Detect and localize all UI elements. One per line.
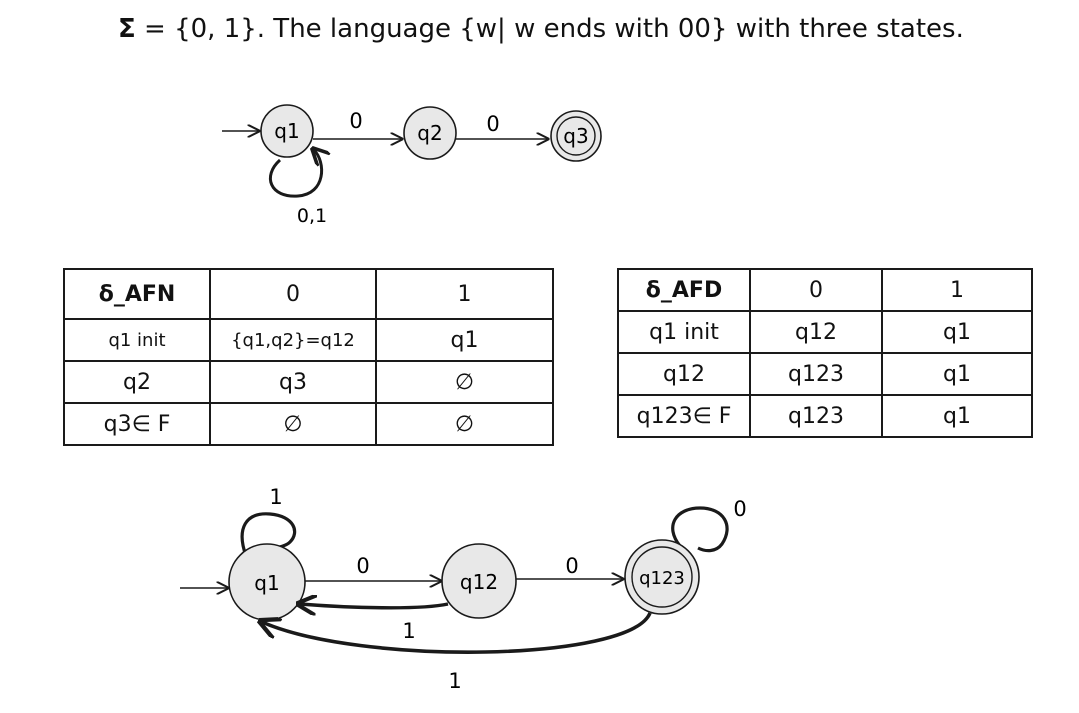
dfa-edge-q1-q12-label: 0 xyxy=(356,554,369,578)
nfa-state-q2-label: q2 xyxy=(417,121,442,145)
nfa-state-q3-accepting: q3 xyxy=(550,110,602,162)
nfa-edge-q2-q3-label: 0 xyxy=(486,112,499,136)
afn-header-cell: 1 xyxy=(375,268,554,320)
afd-cell: q1 init xyxy=(617,310,751,354)
afd-cell: q1 xyxy=(881,352,1033,396)
nfa-state-q1-label: q1 xyxy=(274,119,299,143)
afn-header-cell: δ_AFN xyxy=(63,268,211,320)
dfa-state-q123-accepting: q123 xyxy=(624,539,700,615)
dfa-loop-q123 xyxy=(671,506,729,553)
dfa-loop-q123-label: 0 xyxy=(733,497,746,521)
afn-cell: ∅ xyxy=(375,402,554,446)
nfa-state-q3-label: q3 xyxy=(563,124,588,148)
afd-header-cell: 0 xyxy=(749,268,883,312)
afn-cell: {q1,q2}=q12 xyxy=(209,318,377,362)
title-text: = {0, 1}. The language {w| w ends with 0… xyxy=(135,14,964,44)
afd-cell: q12 xyxy=(617,352,751,396)
afn-cell: q1 init xyxy=(63,318,211,362)
dfa-loop-q1-label: 1 xyxy=(269,485,282,509)
diagram-title: Σ = {0, 1}. The language {w| w ends with… xyxy=(118,14,1018,44)
afn-cell: q2 xyxy=(63,360,211,404)
afn-transition-table: δ_AFN 0 1 q1 init {q1,q2}=q12 q1 q2 q3 ∅… xyxy=(63,268,554,446)
dfa-diagram: 1 q1 0 q12 1 0 0 q123 1 xyxy=(180,485,747,693)
afd-header-row: δ_AFD 0 1 xyxy=(617,268,1033,312)
afd-row: q1 init q12 q1 xyxy=(617,310,1033,354)
afn-cell: q3 xyxy=(209,360,377,404)
afd-header-cell: δ_AFD xyxy=(617,268,751,312)
dfa-edge-q123-q1 xyxy=(262,612,652,654)
nfa-loop-q1-label: 0,1 xyxy=(297,205,327,227)
afn-row: q3∈ F ∅ ∅ xyxy=(63,402,554,446)
afd-row: q123∈ F q123 q1 xyxy=(617,394,1033,438)
dfa-edge-q12-q123-label: 0 xyxy=(565,554,578,578)
dfa-state-q123-label: q123 xyxy=(639,568,685,589)
dfa-edge-q123-q1-label: 1 xyxy=(448,669,461,693)
afd-cell: q123 xyxy=(749,394,883,438)
dfa-state-q12: q12 xyxy=(441,543,517,619)
dfa-state-q12-label: q12 xyxy=(460,570,498,594)
afd-cell: q12 xyxy=(749,310,883,354)
afn-cell: ∅ xyxy=(209,402,377,446)
nfa-diagram: q1 0 q2 0 q3 0,1 xyxy=(222,104,602,227)
dfa-state-q1-label: q1 xyxy=(254,571,279,595)
nfa-state-q1: q1 xyxy=(260,104,314,158)
dfa-state-q1: q1 xyxy=(228,543,306,621)
afn-row: q2 q3 ∅ xyxy=(63,360,554,404)
afn-cell: ∅ xyxy=(375,360,554,404)
afd-cell: q1 xyxy=(881,394,1033,438)
afn-header-row: δ_AFN 0 1 xyxy=(63,268,554,320)
afn-header-cell: 0 xyxy=(209,268,377,320)
afd-row: q12 q123 q1 xyxy=(617,352,1033,396)
afn-cell: q3∈ F xyxy=(63,402,211,446)
sigma-symbol: Σ xyxy=(118,14,136,44)
afd-cell: q123 xyxy=(749,352,883,396)
nfa-state-q2: q2 xyxy=(403,106,457,160)
afd-cell: q1 xyxy=(881,310,1033,354)
afd-cell: q123∈ F xyxy=(617,394,751,438)
afd-header-cell: 1 xyxy=(881,268,1033,312)
nfa-loop-q1 xyxy=(268,150,321,198)
afn-row: q1 init {q1,q2}=q12 q1 xyxy=(63,318,554,362)
afd-transition-table: δ_AFD 0 1 q1 init q12 q1 q12 q123 q1 q12… xyxy=(617,268,1033,438)
nfa-edge-q1-q2-label: 0 xyxy=(349,109,362,133)
afn-cell: q1 xyxy=(375,318,554,362)
dfa-edge-q12-q1-label: 1 xyxy=(402,619,415,643)
dfa-edge-q12-q1 xyxy=(300,604,449,608)
